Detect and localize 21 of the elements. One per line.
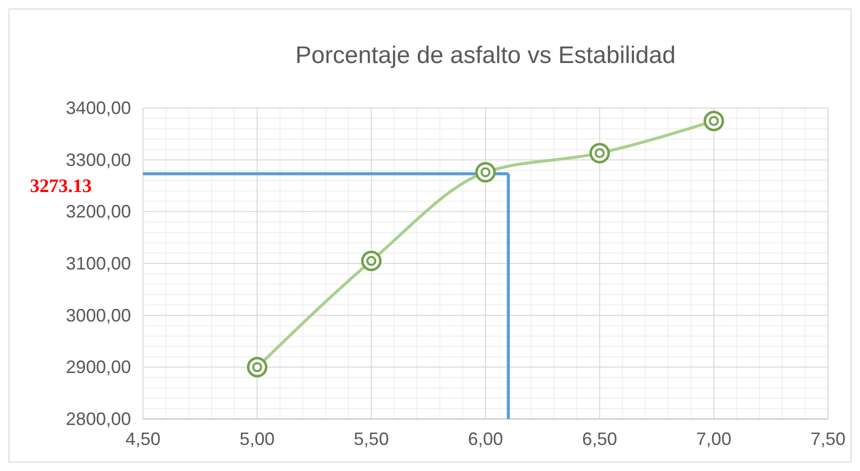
x-tick-label: 6,00 (468, 429, 504, 449)
y-tick-label: 3000,00 (66, 305, 131, 326)
point (704, 110, 724, 132)
point (361, 250, 382, 272)
x-tick-label: 6,50 (582, 429, 618, 449)
y-tick-label: 3200,00 (66, 202, 131, 222)
point (589, 142, 610, 164)
ref-line-label: 3273.13 (30, 176, 92, 197)
y-tick-label: 3400,00 (66, 98, 131, 118)
y-tick-label: 2800,00 (66, 409, 131, 429)
x-tick-label: 5,50 (354, 429, 389, 449)
y-tick-label: 3100,00 (66, 254, 131, 274)
x-tick-label: 7,00 (696, 429, 732, 449)
y-tick-label: 2900,00 (66, 357, 131, 378)
x-tick-label: 7,50 (810, 429, 846, 449)
point (475, 162, 496, 183)
point (246, 356, 268, 378)
y-tick-label: 3300,00 (66, 150, 131, 170)
chart-title: Porcentaje de asfalto vs Estabilidad (295, 42, 676, 69)
x-tick-label: 5,00 (240, 429, 275, 449)
x-tick-label: 4,50 (125, 429, 161, 449)
